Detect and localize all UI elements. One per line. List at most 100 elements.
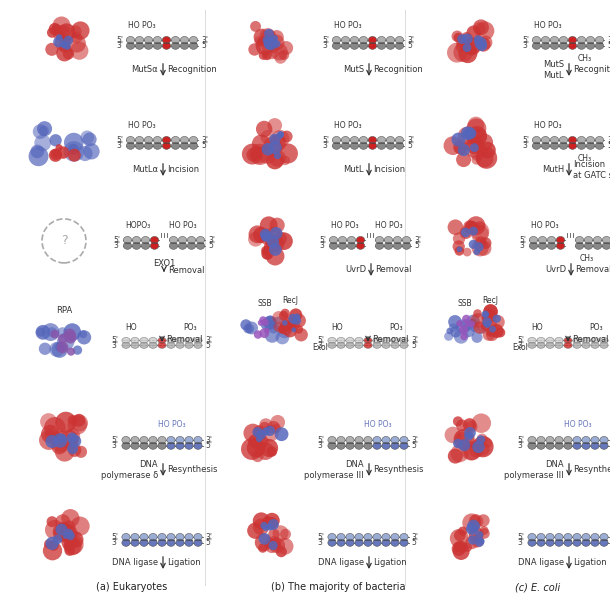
Ellipse shape [386,142,395,149]
Ellipse shape [555,442,563,449]
Circle shape [262,319,269,326]
Ellipse shape [181,37,188,44]
Ellipse shape [196,242,204,250]
Circle shape [279,311,289,320]
Ellipse shape [384,242,393,250]
Ellipse shape [533,136,540,143]
Circle shape [268,141,282,154]
Ellipse shape [359,136,368,143]
Circle shape [52,535,62,544]
Circle shape [36,328,46,337]
Ellipse shape [575,236,584,244]
Circle shape [469,224,478,232]
Text: PO₃: PO₃ [390,323,403,332]
Circle shape [472,332,483,343]
Circle shape [450,529,468,548]
Ellipse shape [185,337,193,344]
Text: CH₃: CH₃ [578,154,592,163]
Circle shape [454,329,468,344]
Ellipse shape [547,242,556,250]
Circle shape [490,324,504,338]
Ellipse shape [546,539,554,547]
Text: 5': 5' [517,533,525,542]
Circle shape [270,35,278,42]
Circle shape [293,313,300,320]
Ellipse shape [150,236,159,244]
Ellipse shape [591,342,599,349]
Ellipse shape [537,337,545,344]
Circle shape [453,543,470,560]
Circle shape [451,444,468,463]
Circle shape [39,430,59,450]
Circle shape [269,134,281,145]
Circle shape [474,438,484,449]
Circle shape [459,325,468,334]
Text: 3': 3' [317,441,325,450]
Circle shape [68,149,81,161]
Circle shape [56,34,62,40]
Ellipse shape [600,533,608,541]
Circle shape [240,319,251,331]
Ellipse shape [573,436,581,443]
Ellipse shape [194,442,202,449]
Circle shape [282,323,289,331]
Ellipse shape [386,37,395,44]
Text: 5': 5' [407,41,414,50]
Ellipse shape [140,533,148,541]
Circle shape [486,329,498,341]
Circle shape [54,524,71,541]
Text: 3': 3' [517,341,525,350]
Circle shape [281,308,290,318]
Ellipse shape [559,136,568,143]
Circle shape [270,135,286,151]
Ellipse shape [555,436,563,443]
Circle shape [245,324,254,334]
Circle shape [468,319,476,327]
Circle shape [81,130,94,144]
Circle shape [41,323,60,341]
Text: 5': 5' [607,41,610,50]
Ellipse shape [153,142,162,149]
Circle shape [51,439,67,454]
Text: EXO1: EXO1 [153,259,175,268]
Circle shape [479,528,490,539]
Ellipse shape [555,533,563,541]
Circle shape [29,146,48,166]
Circle shape [283,323,297,337]
Ellipse shape [356,236,365,244]
Ellipse shape [541,136,550,143]
Ellipse shape [145,37,152,44]
Circle shape [57,23,76,41]
Circle shape [458,44,477,63]
Ellipse shape [582,342,590,349]
Circle shape [60,41,68,49]
Text: 5': 5' [412,341,418,350]
Circle shape [68,439,78,449]
Ellipse shape [591,533,599,541]
Ellipse shape [395,142,404,149]
Text: 5': 5' [319,236,326,245]
Ellipse shape [537,342,545,349]
Ellipse shape [591,337,599,344]
Ellipse shape [131,436,139,443]
Ellipse shape [356,242,365,250]
Circle shape [56,45,73,61]
Circle shape [279,50,289,60]
Circle shape [264,245,274,255]
Text: 3': 3' [522,41,529,50]
Ellipse shape [582,436,590,443]
Text: 3': 3' [412,533,418,542]
Text: 5': 5' [206,441,212,450]
Ellipse shape [528,533,536,541]
Ellipse shape [375,236,384,244]
Text: Removal: Removal [372,335,409,344]
Circle shape [39,125,49,136]
Text: 5': 5' [317,533,325,542]
Text: 5': 5' [322,136,329,145]
Circle shape [269,538,285,553]
Ellipse shape [350,37,359,44]
Circle shape [462,314,470,323]
Circle shape [253,227,269,243]
Ellipse shape [189,37,198,44]
Ellipse shape [559,142,568,149]
